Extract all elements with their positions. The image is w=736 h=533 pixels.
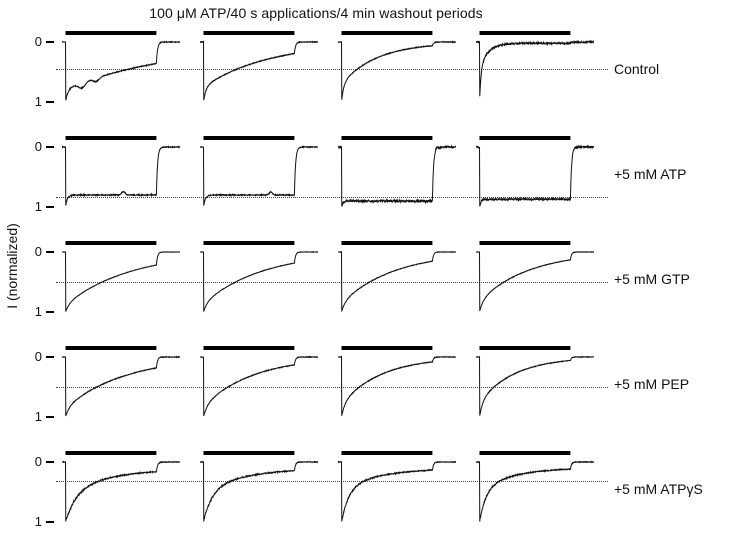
y-tick-0-label: 0: [34, 34, 42, 49]
current-trace: [337, 355, 457, 416]
trace-plot: [475, 346, 595, 416]
trace-plot: [475, 451, 595, 522]
trace-plot: [199, 136, 319, 206]
current-trace: [337, 40, 457, 100]
trace-panel: [475, 133, 595, 215]
trace-plot: [199, 346, 319, 417]
current-trace: [61, 251, 181, 312]
trace-panel: [475, 448, 595, 530]
y-tick-0-label: 0: [34, 349, 42, 364]
trace-plot: [337, 136, 457, 207]
condition-label: +5 mM GTP: [614, 271, 690, 287]
trace-panel: [61, 28, 181, 110]
trace-row: 0 1 +5 mM GTP: [0, 238, 736, 320]
trace-plot: [337, 451, 457, 522]
trace-panel: [199, 28, 319, 110]
trace-panel: [337, 28, 457, 110]
trace-plot: [61, 31, 181, 101]
y-tick-0-mark: [46, 41, 54, 43]
y-tick-1-label: 1: [34, 94, 42, 109]
dotted-reference-line: [56, 69, 608, 70]
trace-row: 0 1 +5 mM ATPγS: [0, 448, 736, 530]
current-trace: [337, 460, 457, 522]
y-tick-1-label: 1: [34, 304, 42, 319]
y-tick-0-label: 0: [34, 139, 42, 154]
y-tick-1-mark: [46, 101, 54, 103]
current-trace: [61, 40, 181, 101]
dotted-reference-line: [56, 387, 608, 388]
y-tick-1-mark: [46, 206, 54, 208]
trace-panel: [199, 238, 319, 320]
current-trace: [61, 460, 181, 522]
trace-panel: [61, 133, 181, 215]
current-trace: [199, 460, 319, 522]
trace-row: 0 1 Control: [0, 28, 736, 110]
current-trace: [475, 144, 595, 207]
y-tick-1-mark: [46, 416, 54, 418]
y-tick-0-mark: [46, 146, 54, 148]
current-trace: [199, 145, 319, 206]
y-tick-0-label: 0: [34, 244, 42, 259]
trace-plot: [475, 136, 595, 207]
current-trace: [199, 40, 319, 101]
trace-plot: [199, 451, 319, 522]
trace-panel: [199, 448, 319, 530]
current-trace: [61, 145, 181, 206]
current-trace: [337, 144, 457, 207]
trace-panel: [199, 133, 319, 215]
trace-panel: [337, 238, 457, 320]
current-trace: [199, 251, 319, 312]
current-trace: [475, 39, 595, 97]
trace-panel: [337, 343, 457, 425]
current-trace: [475, 460, 595, 522]
dotted-reference-line: [56, 282, 608, 283]
condition-label: +5 mM ATP: [614, 166, 687, 182]
trace-row: 0 1 +5 mM ATP: [0, 133, 736, 215]
trace-panel: [337, 448, 457, 530]
current-trace: [61, 355, 181, 417]
trace-panel: [475, 238, 595, 320]
trace-panel: [337, 133, 457, 215]
trace-plot: [199, 241, 319, 312]
y-tick-0-mark: [46, 461, 54, 463]
y-tick-1-mark: [46, 311, 54, 313]
trace-plot: [475, 31, 595, 97]
current-trace: [337, 250, 457, 312]
y-tick-1-label: 1: [34, 514, 42, 529]
dotted-reference-line: [56, 481, 608, 483]
y-tick-1-label: 1: [34, 409, 42, 424]
current-trace: [199, 355, 319, 417]
trace-plot: [337, 346, 457, 416]
condition-label: Control: [614, 61, 660, 77]
trace-row: 0 1 +5 mM PEP: [0, 343, 736, 425]
trace-panel: [475, 343, 595, 425]
trace-panel: [61, 238, 181, 320]
y-tick-1-label: 1: [34, 199, 42, 214]
trace-plot: [61, 241, 181, 312]
y-tick-0-mark: [46, 251, 54, 253]
trace-plot: [475, 241, 595, 311]
trace-plot: [61, 136, 181, 206]
trace-panel: [61, 343, 181, 425]
trace-plot: [199, 31, 319, 101]
dotted-reference-line: [56, 197, 608, 199]
figure-title: 100 μM ATP/40 s applications/4 min washo…: [149, 5, 483, 21]
trace-panel: [61, 448, 181, 530]
trace-panel: [199, 343, 319, 425]
y-tick-1-mark: [46, 521, 54, 523]
y-tick-0-label: 0: [34, 454, 42, 469]
condition-label: +5 mM ATPγS: [614, 481, 703, 497]
trace-plot: [61, 451, 181, 522]
trace-plot: [61, 346, 181, 417]
trace-plot: [337, 241, 457, 312]
trace-panel: [475, 28, 595, 110]
current-trace: [475, 355, 595, 416]
trace-plot: [337, 31, 457, 100]
current-trace: [475, 251, 595, 311]
y-tick-0-mark: [46, 356, 54, 358]
condition-label: +5 mM PEP: [614, 376, 690, 392]
